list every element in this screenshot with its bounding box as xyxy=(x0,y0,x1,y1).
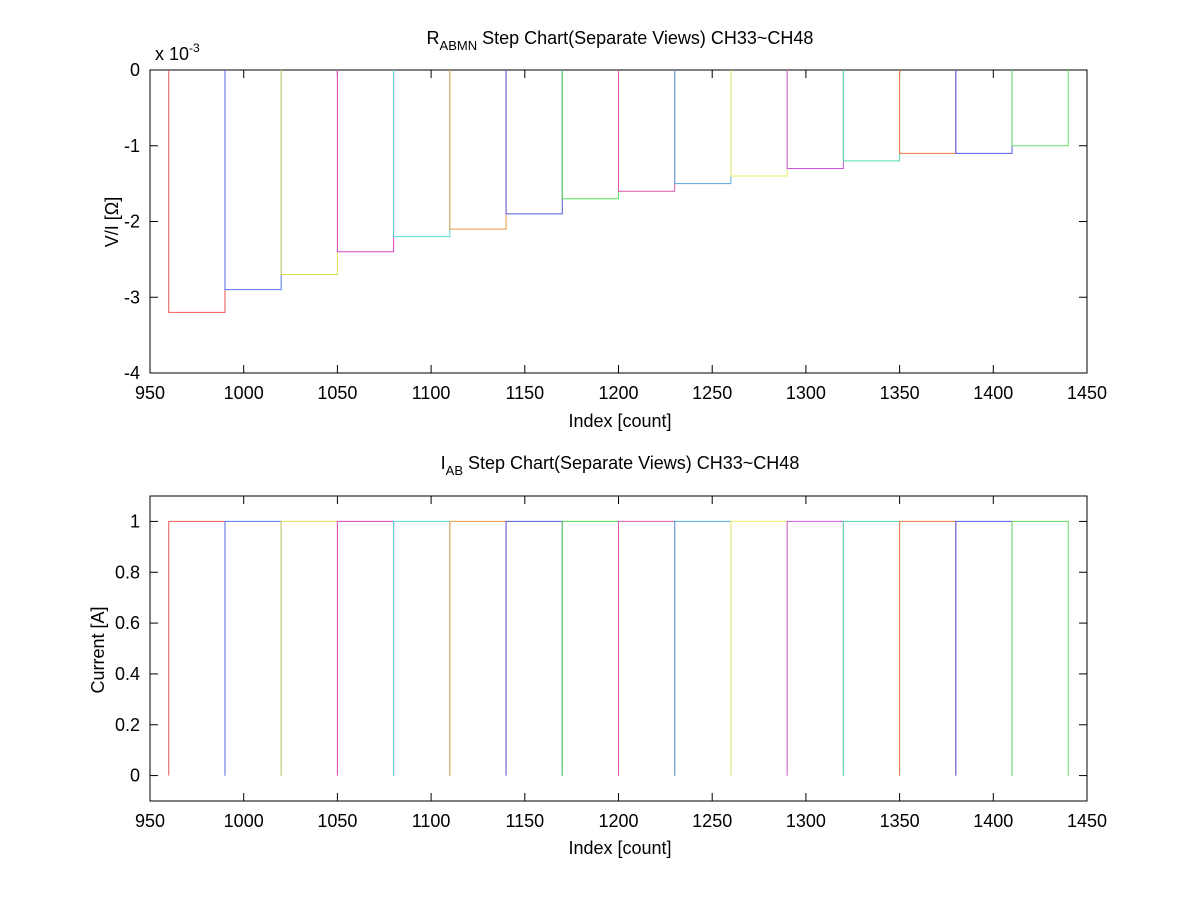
y-tick-label: 0 xyxy=(130,766,140,786)
x-tick-label: 1350 xyxy=(880,383,920,403)
y-tick-label: 0.6 xyxy=(115,613,140,633)
x-tick-label: 1000 xyxy=(224,383,264,403)
x-tick-label: 1300 xyxy=(786,383,826,403)
resistance-x-axis-label: Index [count] xyxy=(568,411,671,431)
x-tick-label: 1300 xyxy=(786,811,826,831)
resistance-exponent-label: x 10-3 xyxy=(155,41,200,64)
x-tick-label: 950 xyxy=(135,383,165,403)
y-tick-label: 1 xyxy=(130,511,140,531)
y-tick-label: 0.4 xyxy=(115,664,140,684)
x-tick-label: 1200 xyxy=(598,811,638,831)
x-tick-label: 1400 xyxy=(973,811,1013,831)
y-tick-label: -1 xyxy=(124,136,140,156)
current-step-chart: IAB Step Chart(Separate Views) CH33~CH48… xyxy=(88,453,1107,858)
x-tick-label: 1150 xyxy=(505,811,544,831)
x-tick-label: 1200 xyxy=(598,383,638,403)
x-tick-label: 1250 xyxy=(692,383,732,403)
x-tick-label: 1450 xyxy=(1067,811,1107,831)
x-tick-label: 1250 xyxy=(692,811,732,831)
current-chart-title: IAB Step Chart(Separate Views) CH33~CH48 xyxy=(441,453,800,478)
x-tick-label: 950 xyxy=(135,811,165,831)
current-plot-area: 950 1000 1050 1100 1150 1200 1250 1300 1350 1400 1… xyxy=(115,495,1107,831)
resistance-plot-area: 950 1000 1050 1100 1150 1200 1250 1300 1350 1400 1… xyxy=(124,60,1107,403)
x-tick-label: 1350 xyxy=(880,811,920,831)
y-tick-label: -4 xyxy=(124,363,140,383)
x-tick-label: 1100 xyxy=(412,383,451,403)
x-tick-label: 1450 xyxy=(1067,383,1107,403)
series-step-line xyxy=(1011,70,1069,147)
y-tick-label: -3 xyxy=(124,287,140,307)
x-tick-label: 1050 xyxy=(317,811,357,831)
y-tick-label: 0.8 xyxy=(115,562,140,582)
x-tick-label: 1050 xyxy=(317,383,357,403)
resistance-y-axis-label: V/I [Ω] xyxy=(102,197,122,247)
y-tick-label: -2 xyxy=(124,212,140,232)
y-tick-label: 0.2 xyxy=(115,715,140,735)
y-tick-label: 0 xyxy=(130,60,140,80)
x-tick-label: 1000 xyxy=(224,811,264,831)
resistance-step-chart: RABMN Step Chart(Separate Views) CH33~CH… xyxy=(102,28,1107,431)
x-tick-label: 1100 xyxy=(412,811,451,831)
x-tick-label: 1150 xyxy=(505,383,544,403)
x-tick-label: 1400 xyxy=(973,383,1013,403)
current-x-axis-label: Index [count] xyxy=(568,838,671,858)
resistance-chart-title: RABMN Step Chart(Separate Views) CH33~CH… xyxy=(427,28,814,53)
current-y-axis-label: Current [A] xyxy=(88,606,108,693)
series-step-line xyxy=(1011,520,1069,776)
